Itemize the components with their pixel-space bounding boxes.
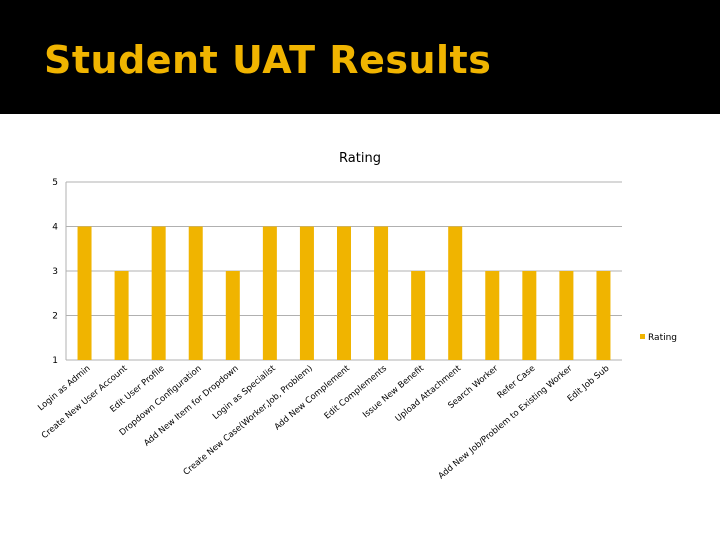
bar [77, 226, 92, 360]
bar [559, 271, 574, 360]
slide-title: Student UAT Results [44, 38, 492, 82]
bar [596, 271, 611, 360]
bar [262, 226, 277, 360]
x-category-label: Edit Complements [323, 363, 390, 421]
bar [485, 271, 500, 360]
bar [448, 226, 463, 360]
bar [411, 271, 426, 360]
bar [522, 271, 537, 360]
bar [374, 226, 389, 360]
bar [225, 271, 240, 360]
bar [188, 226, 203, 360]
y-tick-label: 3 [52, 267, 58, 277]
bar [114, 271, 129, 360]
bar [151, 226, 166, 360]
y-tick-label: 2 [52, 312, 58, 322]
bar [299, 226, 314, 360]
x-category-label: Create New Case(Worker,Job, Problem) [182, 364, 315, 478]
bar [337, 226, 351, 360]
x-category-label: Upload Attachment [394, 363, 464, 424]
x-category-label: Login as Specialist [211, 363, 278, 422]
y-tick-label: 5 [52, 178, 58, 188]
legend-swatch [640, 334, 645, 339]
y-tick-label: 4 [52, 223, 58, 233]
x-category-label: Issue New Benefit [361, 363, 426, 420]
legend-label: Rating [648, 333, 677, 343]
chart-title: Rating [339, 151, 381, 166]
y-tick-label: 1 [52, 356, 58, 366]
x-category-label: Add New Job/Problem to Existing Worker [437, 363, 575, 481]
